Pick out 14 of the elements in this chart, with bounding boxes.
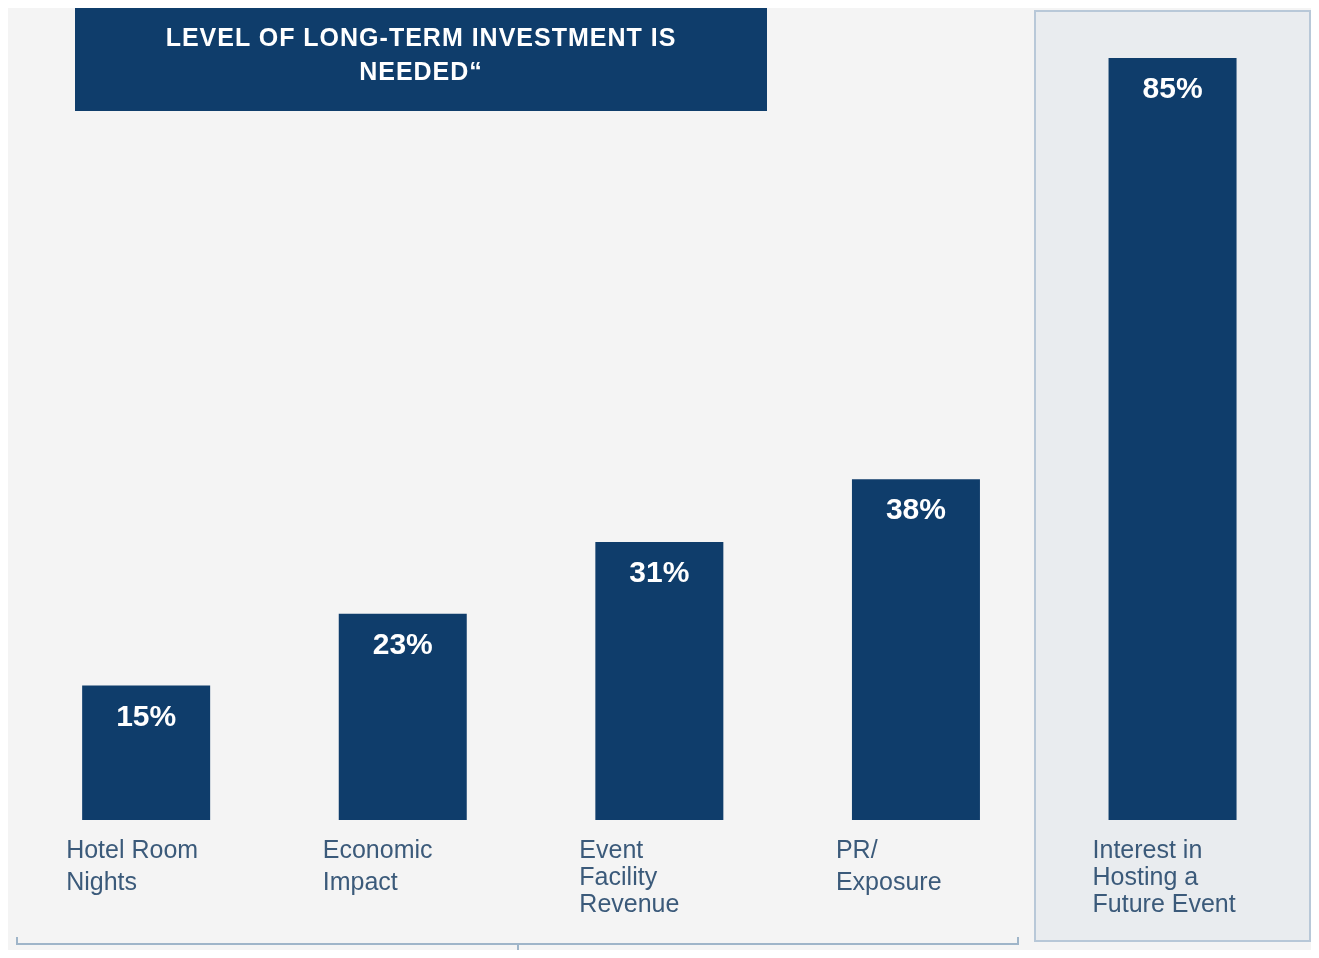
bar <box>595 542 724 820</box>
bar <box>851 479 980 820</box>
data-label: 15% <box>116 698 177 732</box>
data-label: 23% <box>372 626 433 660</box>
data-label: 31% <box>629 555 690 589</box>
x-tick-label: Economic Impact <box>322 835 433 895</box>
data-label: 38% <box>885 492 946 526</box>
x-tick-label: Event Facility Revenue <box>579 835 680 917</box>
x-tick-label: PR/ Exposure <box>835 835 942 895</box>
x-tick-label: Interest in Hosting a Future Event <box>1092 835 1236 917</box>
data-label: 85% <box>1142 71 1203 104</box>
bar <box>338 613 467 820</box>
bar <box>82 685 211 820</box>
x-tick-label: Hotel Room Nights <box>66 835 199 895</box>
